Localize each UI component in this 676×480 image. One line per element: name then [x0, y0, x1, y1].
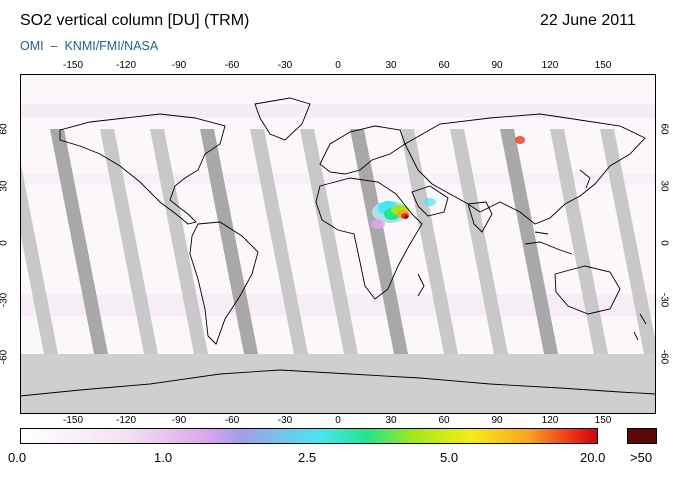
- colorbar-overflow-swatch: [627, 428, 657, 444]
- colorbar-label: 1.0: [154, 450, 173, 465]
- orbit-gap-swath: [300, 129, 358, 354]
- orbit-gap-swath: [550, 129, 608, 354]
- map-date: 22 June 2011: [540, 12, 636, 29]
- orbit-gap-swath: [250, 129, 308, 354]
- lat-tick-right: 30: [658, 180, 670, 192]
- lon-tick-top: 120: [541, 60, 559, 71]
- lat-tick-left: -30: [0, 292, 10, 308]
- lat-tick-right: -30: [658, 292, 670, 308]
- lat-tick-left: -60: [0, 349, 10, 365]
- lon-tick-top: 0: [335, 60, 341, 71]
- map-credit: OMI – KNMI/FMI/NASA: [20, 39, 159, 53]
- colorbar-label: 5.0: [440, 450, 459, 465]
- map-frame: [20, 74, 656, 414]
- lon-tick-top: -30: [277, 60, 293, 71]
- colorbar-label: 2.5: [298, 450, 317, 465]
- coastlines: [20, 97, 656, 397]
- lon-tick-bottom: 60: [438, 415, 450, 426]
- orbit-gap-swath: [400, 129, 458, 354]
- lat-tick-left: 60: [0, 123, 10, 135]
- orbit-gap-swath: [150, 129, 208, 354]
- colorbar-label: 0.0: [8, 450, 27, 465]
- colorbar-label: 20.0: [580, 450, 606, 465]
- polar-region: [20, 354, 656, 414]
- orbit-gap-swath: [200, 129, 258, 354]
- orbit-gap-swath: [600, 129, 656, 354]
- lon-tick-bottom: -90: [171, 415, 187, 426]
- lon-tick-bottom: -30: [277, 415, 293, 426]
- orbit-gap-swath: [450, 129, 508, 354]
- lat-tick-right: -60: [658, 349, 670, 365]
- lon-tick-top: -90: [171, 60, 187, 71]
- orbit-gap-swath: [100, 129, 158, 354]
- map-title: SO2 vertical column [DU] (TRM): [20, 12, 250, 29]
- lat-tick-right: 0: [658, 240, 670, 246]
- lon-tick-top: 60: [438, 60, 450, 71]
- orbit-gap-swath: [350, 129, 408, 354]
- lon-tick-top: 30: [385, 60, 397, 71]
- lon-tick-bottom: 120: [541, 415, 559, 426]
- colorbar-overflow-label: >50: [630, 450, 653, 465]
- lon-tick-top: 150: [594, 60, 612, 71]
- lon-tick-top: -150: [62, 60, 84, 71]
- colorbar: [20, 428, 657, 444]
- lat-tick-right: 60: [658, 123, 670, 135]
- colorbar-gradient: [20, 428, 598, 444]
- so2-plume: [371, 136, 525, 229]
- lon-tick-bottom: 30: [385, 415, 397, 426]
- lat-tick-left: 30: [0, 180, 10, 192]
- lon-tick-bottom: -120: [115, 415, 137, 426]
- world-map: [20, 74, 656, 414]
- lon-tick-bottom: -60: [224, 415, 240, 426]
- lon-tick-bottom: 0: [335, 415, 341, 426]
- lon-tick-top: -60: [224, 60, 240, 71]
- lon-tick-top: 90: [491, 60, 503, 71]
- orbit-gap-swath: [50, 129, 108, 354]
- orbit-gap-swath: [500, 129, 558, 354]
- lon-tick-bottom: 150: [594, 415, 612, 426]
- orbit-gap-swaths: [20, 129, 656, 354]
- lat-tick-left: 0: [0, 240, 10, 246]
- lon-tick-bottom: 90: [491, 415, 503, 426]
- lon-tick-top: -120: [115, 60, 137, 71]
- lon-tick-bottom: -150: [62, 415, 84, 426]
